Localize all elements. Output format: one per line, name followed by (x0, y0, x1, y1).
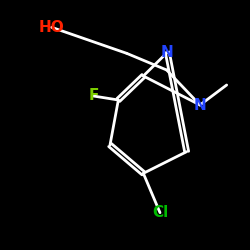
Text: N: N (161, 45, 174, 60)
Text: HO: HO (39, 20, 64, 35)
Text: Cl: Cl (152, 205, 168, 220)
Text: N: N (194, 98, 206, 112)
Text: F: F (88, 88, 99, 104)
